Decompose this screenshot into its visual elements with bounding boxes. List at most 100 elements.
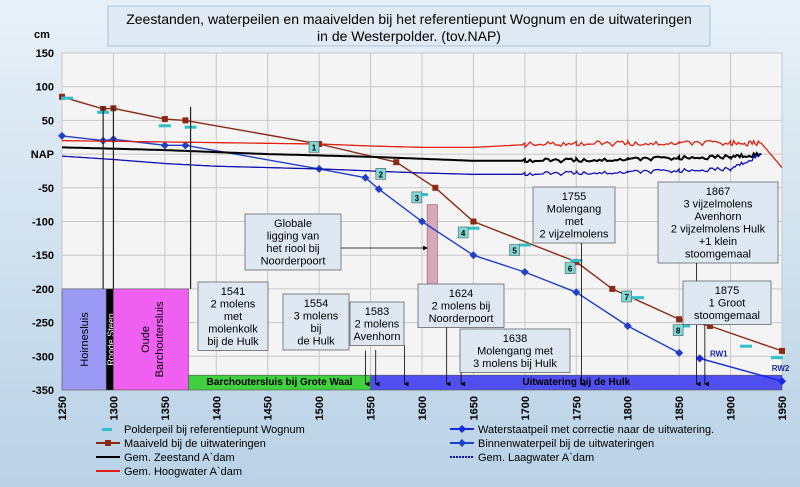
annotation-text: 3 molens	[294, 311, 339, 323]
x-tick-label: 1800	[623, 396, 635, 420]
x-tick-label: 1300	[108, 396, 120, 420]
legend-label: Polderpeil bij referentiepunt Wognum	[124, 424, 305, 436]
binnen-point	[361, 173, 370, 182]
legend: Polderpeil bij referentiepunt Wognum Wate…	[96, 424, 714, 478]
annotation-text: ligging van	[267, 231, 320, 243]
x-tick-label: 1950	[777, 396, 789, 420]
numbered-marker	[672, 324, 684, 336]
annotation-text: bij de Hulk	[207, 336, 259, 348]
annotation-box	[197, 281, 269, 351]
y-tick-label: -150	[32, 250, 54, 262]
binnen-point	[469, 251, 478, 260]
polderpeil-mark	[518, 243, 531, 247]
x-tick-label: 1550	[366, 396, 378, 420]
legend-swatch	[102, 428, 112, 431]
maaiveld-point	[470, 218, 477, 225]
band	[61, 288, 107, 391]
annotation-box	[532, 186, 616, 244]
series-line-maaiveld	[61, 96, 783, 352]
annotation-text: 1583	[365, 306, 389, 318]
annotation-text: 1638	[503, 333, 527, 345]
annotation-text: 3 molens bij Hulk	[473, 358, 557, 370]
annotation-text: Molengang	[547, 204, 601, 216]
numbered-marker-label: 4	[461, 229, 466, 238]
numbered-marker	[375, 168, 387, 180]
x-tick-label: 1250	[57, 396, 69, 420]
polderpeil-mark	[158, 124, 171, 128]
y-tick-label: 150	[36, 48, 54, 60]
annotation-text: de Hulk	[297, 336, 335, 348]
maaiveld-point	[393, 159, 400, 166]
y-axis-label: cm	[34, 29, 50, 41]
annotation-box	[244, 213, 342, 271]
polderpeil-mark	[467, 226, 480, 230]
maaiveld-point	[609, 285, 616, 292]
y-tick-label: -300	[32, 351, 54, 363]
annotation-text: 2 molens	[211, 299, 256, 311]
binnen-point	[623, 321, 632, 330]
annotation-text: 1867	[706, 186, 730, 198]
title-box	[107, 5, 711, 47]
maaiveld-point	[432, 184, 439, 191]
maaiveld-point	[676, 316, 683, 323]
binnen-point	[181, 141, 190, 150]
series-line-hoogwater	[61, 138, 783, 169]
binnen-point	[572, 288, 581, 297]
annotation-text: 3 vijzelmolens	[683, 199, 753, 211]
x-tick-label: 1600	[417, 396, 429, 420]
annotation-text: stoomgemaal	[685, 249, 751, 261]
numbered-marker-label: 7	[624, 293, 629, 302]
annotation-text: Noorderpoort	[429, 313, 494, 325]
annotation-text: met	[565, 216, 583, 228]
legend-label: Waterstaatpeil met correctie naar de uit…	[478, 424, 714, 436]
maaiveld-point	[707, 322, 713, 329]
series-line-laagwater	[61, 153, 762, 177]
y-tick-label: -100	[32, 217, 54, 229]
waterstaat-point	[695, 354, 704, 363]
annotation-text: +1 klein	[699, 236, 737, 248]
numbered-marker-label: 5	[512, 246, 517, 255]
rw-label: RW1	[710, 349, 728, 358]
legend-swatch-marker	[458, 425, 466, 433]
numbered-marker-label: 1	[312, 143, 317, 152]
maaiveld-point	[182, 117, 189, 124]
chart-subtitle: in de Westerpolder. (tov.NAP)	[317, 28, 501, 44]
y-tick-label: 100	[36, 82, 54, 94]
numbered-marker	[509, 244, 520, 256]
x-tick-label: 1900	[726, 396, 738, 420]
x-tick-label: 1400	[211, 396, 223, 420]
annotation-text: Noorderpoort	[261, 256, 326, 268]
numbered-marker-label: 3	[415, 194, 420, 203]
annotation-text: Avenhorn	[354, 331, 401, 343]
binnen-point	[520, 268, 529, 277]
annotation-text: 2 molens bij	[432, 301, 491, 313]
annotation-text: Avenhorn	[695, 211, 742, 223]
annotation-text: 1624	[449, 288, 473, 300]
x-tick-label: 1500	[314, 396, 326, 420]
numbered-marker	[621, 290, 632, 303]
x-tick-label: 1350	[160, 396, 172, 420]
annotation-text: molenkolk	[208, 324, 258, 336]
numbered-marker	[411, 191, 423, 204]
x-tick-label: 1700	[520, 396, 532, 420]
polderpeil-mark	[740, 344, 752, 348]
waterstaat-point	[778, 377, 786, 386]
legend-swatch-marker	[458, 439, 466, 447]
legend-label: Maaiveld bij de uitwateringen	[124, 438, 266, 450]
annotation-text: 1755	[562, 191, 586, 203]
y-tick-label: 50	[42, 115, 54, 127]
band-label: Uitwatering bij de Hulk	[522, 377, 630, 388]
band-label: Roode Steen	[106, 313, 116, 366]
band-label: Barchoutersluis	[154, 301, 166, 377]
numbered-marker-label: 8	[676, 327, 681, 336]
annotation-box	[459, 328, 571, 373]
polderpeil-mark	[770, 356, 783, 360]
legend-label: Binnenwaterpeil bij de uitwateringen	[478, 438, 654, 450]
y-tick-label: -250	[32, 318, 54, 330]
x-tick-label: 1750	[571, 396, 583, 420]
polderpeil-mark	[678, 324, 691, 328]
binnen-point	[160, 141, 169, 150]
annotation-text: 1875	[715, 285, 739, 297]
numbered-marker-label: 2	[379, 170, 384, 179]
